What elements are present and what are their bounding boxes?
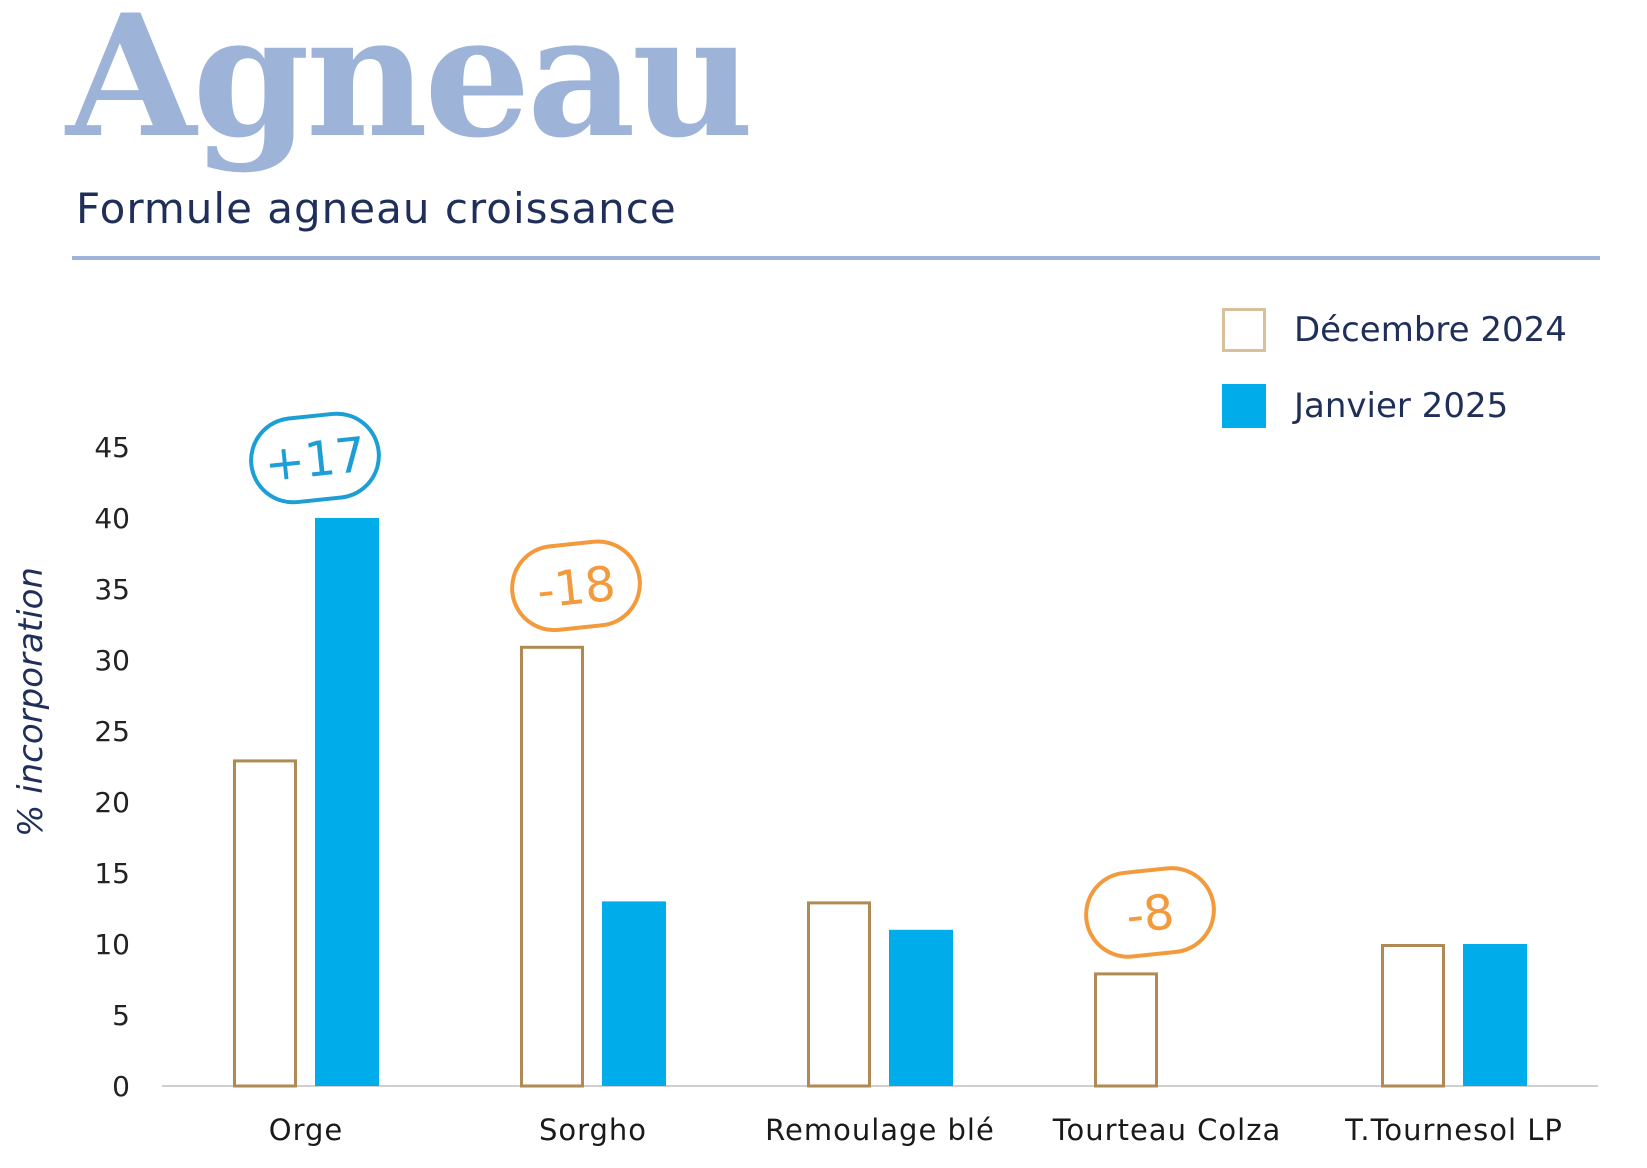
x-tick-label: Orge [269,1113,344,1147]
y-tick-label: 0 [112,1070,130,1103]
bar-janvier-2025 [1463,944,1527,1086]
y-tick-label: 30 [94,644,130,677]
y-tick-label: 25 [94,715,130,748]
x-tick-label: T.Tournesol LP [1344,1113,1563,1147]
bar-janvier-2025 [315,518,379,1086]
bar-decembre-2024 [1094,972,1158,1088]
legend-label-december: Décembre 2024 [1294,310,1567,350]
bar-decembre-2024 [520,645,584,1088]
bar-decembre-2024 [1381,944,1445,1088]
y-tick-label: 35 [94,573,130,606]
legend-swatch-january [1222,384,1266,428]
y-tick-label: 15 [94,857,130,890]
y-tick-label: 45 [94,431,130,464]
change-badge [249,411,381,505]
page-subtitle: Formule agneau croissance [76,184,677,233]
change-badge-label: -8 [1123,884,1176,945]
title-divider [72,256,1600,260]
change-badge-label: -18 [534,556,618,620]
bar-janvier-2025 [889,929,953,1086]
x-tick-label: Remoulage blé [765,1113,995,1147]
x-tick-label: Sorgho [539,1113,647,1147]
legend-swatch-december [1222,308,1266,352]
bar-janvier-2025 [602,901,666,1086]
y-tick-label: 5 [112,999,130,1032]
change-badge [510,539,642,633]
legend-label-january: Janvier 2025 [1294,386,1509,426]
y-axis-label: % incorporation [11,567,51,837]
bar-decembre-2024 [233,759,297,1088]
y-tick-label: 20 [94,786,130,819]
y-tick-label: 10 [94,928,130,961]
change-badge-label: +17 [262,427,369,493]
legend-item-december: Décembre 2024 [1222,306,1567,354]
chart-legend: Décembre 2024 Janvier 2025 [1222,306,1567,458]
y-tick-label: 40 [94,502,130,535]
bar-decembre-2024 [807,901,871,1088]
x-tick-label: Tourteau Colza [1052,1113,1281,1147]
page-title: Agneau [66,0,754,175]
change-badge [1084,866,1216,959]
legend-item-january: Janvier 2025 [1222,382,1567,430]
